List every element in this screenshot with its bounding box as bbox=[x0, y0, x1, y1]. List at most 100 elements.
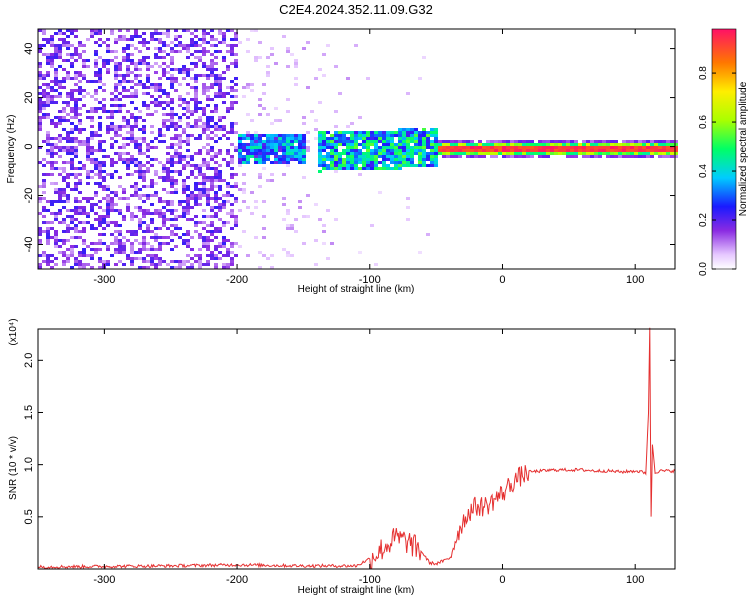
spectrogram-cell bbox=[214, 44, 218, 47]
spectrogram-cell bbox=[178, 155, 182, 158]
spectrogram-cell bbox=[110, 116, 114, 119]
spectrogram-cell bbox=[346, 131, 350, 134]
spectrogram-cell bbox=[230, 257, 234, 260]
spectrogram-cell bbox=[374, 152, 378, 155]
spectrogram-cell bbox=[114, 131, 118, 134]
spectrogram-cell bbox=[158, 242, 162, 245]
spectrogram-cell bbox=[258, 251, 262, 254]
spectrogram-cell bbox=[246, 86, 250, 89]
spectrogram-cell bbox=[138, 173, 142, 176]
spectrogram-cell bbox=[186, 188, 190, 191]
spectrogram-cell bbox=[502, 143, 506, 146]
spectrogram-cell bbox=[450, 140, 454, 143]
spectrogram-cell bbox=[226, 107, 230, 110]
spectrogram-cell bbox=[342, 143, 346, 146]
spectrogram-cell bbox=[122, 245, 126, 248]
spectrogram-cell bbox=[250, 83, 254, 86]
spectrogram-cell bbox=[98, 242, 102, 245]
spectrogram-cell bbox=[626, 152, 630, 155]
spectrogram-cell bbox=[46, 221, 50, 224]
spectrogram-cell bbox=[162, 122, 166, 125]
spectrogram-cell bbox=[526, 152, 530, 155]
spectrogram-cell bbox=[182, 29, 186, 32]
spectrogram-cell bbox=[630, 140, 634, 143]
spectrogram-cell bbox=[262, 140, 266, 143]
spectrogram-cell bbox=[214, 236, 218, 239]
spectrogram-cell bbox=[430, 155, 434, 158]
spectrogram-cell bbox=[354, 146, 358, 149]
spectrogram-cell bbox=[430, 164, 434, 167]
spectrogram-cell bbox=[586, 143, 590, 146]
spectrogram-cell bbox=[418, 131, 422, 134]
spectrogram-cell bbox=[170, 107, 174, 110]
spectrogram-cell bbox=[74, 236, 78, 239]
spectrogram-cell bbox=[386, 143, 390, 146]
spectrogram-cell bbox=[422, 140, 426, 143]
spectrogram-cell bbox=[186, 176, 190, 179]
spectrogram-cell bbox=[114, 86, 118, 89]
spectrogram-cell bbox=[38, 125, 42, 128]
spectrogram-cell bbox=[210, 158, 214, 161]
spectrogram-cell bbox=[646, 155, 650, 158]
spectrogram-cell bbox=[258, 158, 262, 161]
spectrogram-cell bbox=[102, 227, 106, 230]
spectrogram-cell bbox=[650, 146, 654, 149]
spectrogram-cell bbox=[90, 266, 94, 269]
spectrogram-cell bbox=[210, 221, 214, 224]
spectrogram-cell bbox=[66, 71, 70, 74]
spectrogram-cell bbox=[570, 149, 574, 152]
spectrogram-cell bbox=[166, 32, 170, 35]
spectrogram-cell bbox=[110, 176, 114, 179]
spectrogram-cell bbox=[198, 170, 202, 173]
spectrogram-cell bbox=[38, 122, 42, 125]
spectrogram-cell bbox=[634, 155, 638, 158]
spectrogram-cell bbox=[434, 149, 438, 152]
spectrogram-cell bbox=[98, 146, 102, 149]
spectrogram-cell bbox=[202, 242, 206, 245]
spectrogram-cell bbox=[178, 173, 182, 176]
spectrogram-cell bbox=[134, 233, 138, 236]
spectrogram-cell bbox=[606, 152, 610, 155]
spectrogram-cell bbox=[354, 155, 358, 158]
spectrogram-cell bbox=[62, 191, 66, 194]
spectrogram-cell bbox=[142, 125, 146, 128]
spectrogram-cell bbox=[194, 98, 198, 101]
spectrogram-cell bbox=[42, 44, 46, 47]
spectrogram-cell bbox=[190, 170, 194, 173]
spectrogram-cell bbox=[42, 191, 46, 194]
spectrogram-cell bbox=[562, 149, 566, 152]
spectrogram-cell bbox=[358, 173, 362, 176]
spectrogram-cell bbox=[38, 98, 42, 101]
spectrogram-cell bbox=[226, 164, 230, 167]
spectrogram-cell bbox=[74, 53, 78, 56]
spectrogram-cell bbox=[258, 266, 262, 269]
spectrogram-cell bbox=[502, 146, 506, 149]
spectrogram-cell bbox=[242, 158, 246, 161]
spectrogram-cell bbox=[202, 29, 206, 32]
spectrogram-cell bbox=[318, 149, 322, 152]
spectrogram-cell bbox=[138, 167, 142, 170]
spectrogram-cell bbox=[46, 104, 50, 107]
spectrogram-cell bbox=[86, 155, 90, 158]
spectrogram-cell bbox=[318, 161, 322, 164]
spectrogram-cell bbox=[238, 164, 242, 167]
spectrogram-cell bbox=[170, 182, 174, 185]
spectrogram-cell bbox=[426, 143, 430, 146]
spectrogram-cell bbox=[110, 98, 114, 101]
spectrogram-cell bbox=[666, 155, 670, 158]
spectrogram-cell bbox=[138, 170, 142, 173]
spectrogram-cell bbox=[442, 155, 446, 158]
spectrogram-cell bbox=[94, 41, 98, 44]
spectrogram-cell bbox=[226, 239, 230, 242]
spectrogram-cell bbox=[434, 140, 438, 143]
spectrogram-cell bbox=[278, 140, 282, 143]
spectrogram-cell bbox=[438, 149, 442, 152]
spectrogram-cell bbox=[186, 68, 190, 71]
spectrogram-cell bbox=[74, 140, 78, 143]
spectrogram-cell bbox=[170, 116, 174, 119]
spectrogram-cell bbox=[94, 182, 98, 185]
spectrogram-cell bbox=[142, 119, 146, 122]
spectrogram-cell bbox=[42, 173, 46, 176]
spectrogram-cell bbox=[618, 146, 622, 149]
spectrogram-cell bbox=[594, 155, 598, 158]
